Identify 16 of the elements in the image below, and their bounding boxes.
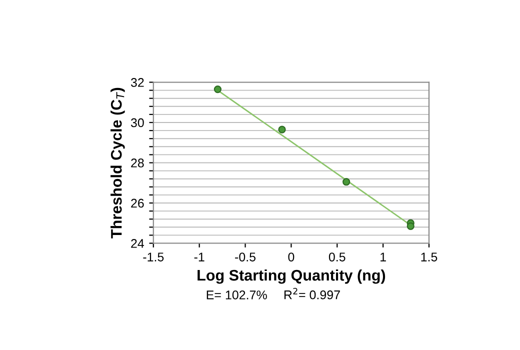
y-tick-label: 28 [131,158,144,168]
x-tick-label: 0 [288,252,294,262]
x-tick-label: -1.5 [143,252,164,262]
y-tick-label: 26 [131,198,144,208]
x-tick-label: -1 [194,252,204,262]
text: E= 102.7% [206,290,267,300]
x-tick-label: 1 [380,252,386,262]
x-tick-label: 1.5 [421,252,438,262]
text: R$^{2}$= 0.997 [284,288,340,300]
y-tick-label: 30 [130,118,144,128]
y-axis-title: Threshold Cycle (C$_{T}$) [110,88,125,238]
y-tick-label: 32 [130,78,144,87]
y-tick-label: 24 [131,239,144,248]
x-tick-label: 0.5 [328,252,346,262]
x-axis-title: Log Starting Quantity (ng) [198,269,386,284]
x-tick-label: -0.5 [235,252,256,262]
